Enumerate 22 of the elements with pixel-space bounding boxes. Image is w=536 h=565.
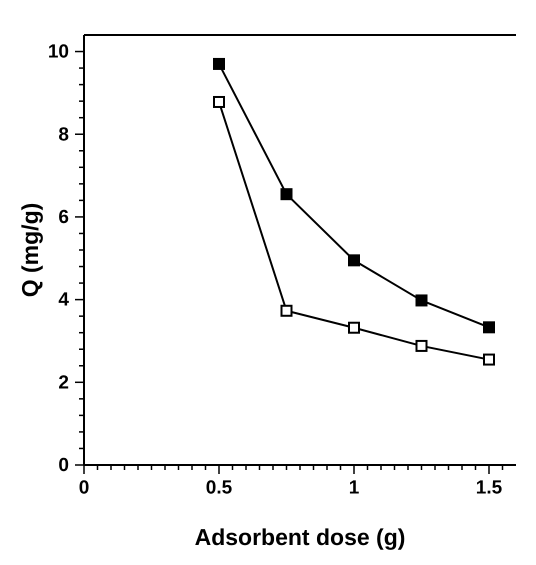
- y-tick-label: 8: [58, 124, 69, 146]
- y-tick-label: 4: [58, 290, 70, 311]
- x-tick-label: 0: [78, 477, 90, 498]
- y-axis-title: Q (mg/g): [17, 202, 43, 298]
- point: [280, 304, 292, 317]
- point: [348, 322, 360, 334]
- point: [416, 340, 428, 352]
- y-tick-label: 2: [58, 372, 69, 394]
- y-tick-label: 0: [58, 455, 69, 476]
- x-tick-label: 0.5: [206, 477, 233, 498]
- point: [416, 294, 428, 306]
- point: [483, 321, 495, 334]
- x-tick-label: 1: [348, 477, 360, 498]
- x-tick-label: 1.5: [476, 477, 503, 498]
- point: [348, 254, 360, 266]
- y-tick-label: 6: [58, 207, 69, 228]
- x-axis-title: Adsorbent dose (g): [194, 524, 406, 550]
- point: [483, 354, 495, 366]
- point: [213, 58, 225, 70]
- point: [213, 96, 225, 108]
- point: [280, 188, 292, 200]
- y-tick-label: 10: [48, 42, 69, 63]
